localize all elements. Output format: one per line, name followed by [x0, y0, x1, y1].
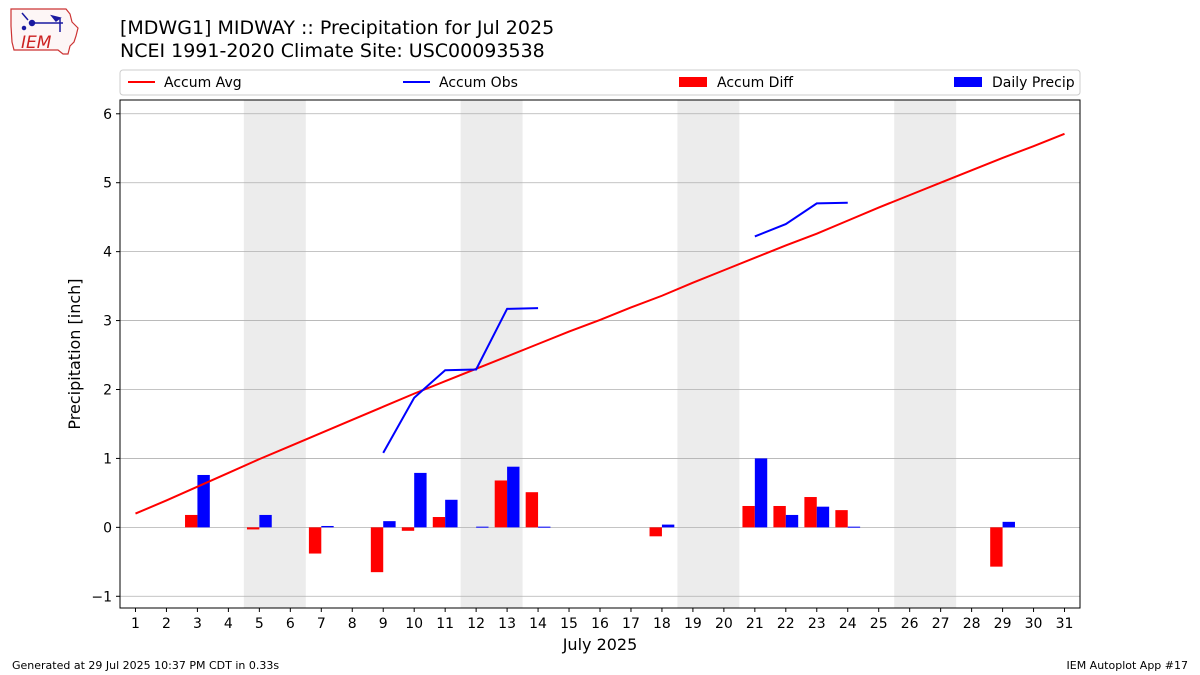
x-tick-label: 21 [746, 616, 764, 632]
x-tick-label: 24 [839, 616, 857, 632]
generated-timestamp: Generated at 29 Jul 2025 10:37 PM CDT in… [12, 659, 280, 672]
accum-obs-line [382, 307, 539, 454]
x-tick-label: 10 [405, 616, 423, 632]
x-tick-label: 28 [963, 616, 981, 632]
y-tick-label: 0 [103, 520, 112, 536]
y-tick-label: 1 [103, 451, 112, 467]
weather-station-icon [21, 12, 63, 32]
x-tick-label: 16 [591, 616, 609, 632]
daily-precip-bar [661, 524, 675, 528]
accum-obs-line [754, 201, 848, 238]
legend-swatch-bar [679, 77, 707, 87]
iem-logo: IEM [10, 8, 79, 55]
x-tick-label: 3 [193, 616, 202, 632]
weekend-shade [677, 100, 740, 608]
accum-diff-bar [990, 527, 1003, 567]
weekend-shade [243, 100, 306, 608]
x-tick-label: 8 [348, 616, 357, 632]
legend-box [119, 69, 1081, 96]
logo-text: IEM [21, 33, 52, 53]
x-tick-label: 9 [379, 616, 388, 632]
x-tick-label: 27 [932, 616, 950, 632]
x-tick-label: 22 [777, 616, 795, 632]
daily-precip-bar [785, 514, 799, 528]
daily-precip-bar [847, 526, 861, 528]
x-tick-label: 13 [498, 616, 516, 632]
daily-precip-bar [197, 474, 210, 528]
x-tick-label: 11 [436, 616, 454, 632]
legend-label: Accum Avg [164, 75, 242, 91]
daily-precip-bar [754, 458, 768, 528]
y-tick-label: 6 [103, 107, 112, 123]
x-tick-label: 6 [286, 616, 295, 632]
y-tick-label: 2 [103, 382, 112, 398]
y-axis-label: Precipitation [inch] [65, 278, 84, 429]
legend-swatch-bar [954, 77, 982, 87]
accum-diff-bar [401, 527, 415, 531]
iowa-state-outline [10, 8, 79, 55]
x-tick-label: 20 [715, 616, 733, 632]
daily-precip-bar [1002, 521, 1015, 528]
daily-precip-bar [321, 525, 334, 528]
y-tick-label: 4 [103, 245, 112, 261]
accum-diff-bar [773, 505, 786, 528]
accum-diff-bar [432, 517, 446, 528]
daily-precip-bar [259, 514, 272, 528]
y-tick-label: −1 [91, 589, 112, 605]
x-tick-label: 2 [162, 616, 171, 632]
legend-label: Accum Diff [717, 75, 793, 91]
accum-diff-bar [525, 492, 539, 528]
daily-precip-bar [538, 526, 551, 528]
legend-label: Daily Precip [992, 75, 1075, 91]
plot-frame [119, 99, 1081, 609]
daily-precip-bar [383, 521, 396, 528]
x-tick-label: 29 [994, 616, 1012, 632]
x-tick-label: 1 [131, 616, 140, 632]
x-tick-label: 25 [870, 616, 888, 632]
accum-diff-bar [308, 527, 322, 554]
accum-diff-bar [742, 505, 755, 528]
accum-diff-bar [804, 497, 817, 528]
accum-diff-bar [494, 480, 508, 528]
legend-label: Accum Obs [439, 75, 518, 91]
daily-precip-bar [476, 526, 489, 528]
daily-precip-bar [816, 506, 830, 528]
x-tick-label: 26 [901, 616, 919, 632]
x-tick-label: 17 [622, 616, 640, 632]
app-label: IEM Autoplot App #17 [1066, 659, 1189, 672]
chart-subtitle: NCEI 1991-2020 Climate Site: USC00093538 [120, 40, 545, 62]
x-tick-label: 7 [317, 616, 326, 632]
x-tick-label: 4 [224, 616, 233, 632]
accum-diff-bar [835, 510, 848, 528]
x-tick-label: 18 [653, 616, 671, 632]
x-tick-label: 23 [808, 616, 826, 632]
daily-precip-bar [507, 466, 520, 528]
y-tick-label: 5 [103, 176, 112, 192]
accum-diff-bar [185, 514, 198, 528]
x-tick-label: 5 [255, 616, 264, 632]
x-tick-label: 30 [1025, 616, 1043, 632]
x-tick-label: 14 [529, 616, 547, 632]
x-tick-label: 12 [467, 616, 485, 632]
accum-diff-bar [649, 527, 662, 537]
daily-precip-bar [445, 499, 458, 528]
accum-diff-bar [370, 527, 384, 573]
x-tick-label: 15 [560, 616, 578, 632]
x-axis-label: July 2025 [562, 635, 638, 654]
accum-avg-line [135, 132, 1065, 515]
accum-diff-bar [246, 527, 260, 530]
weekend-shade [894, 100, 957, 608]
y-tick-label: 3 [103, 314, 112, 330]
x-tick-label: 31 [1056, 616, 1074, 632]
chart-title: [MDWG1] MIDWAY :: Precipitation for Jul … [120, 17, 555, 39]
x-tick-label: 19 [684, 616, 702, 632]
daily-precip-bar [414, 472, 427, 528]
